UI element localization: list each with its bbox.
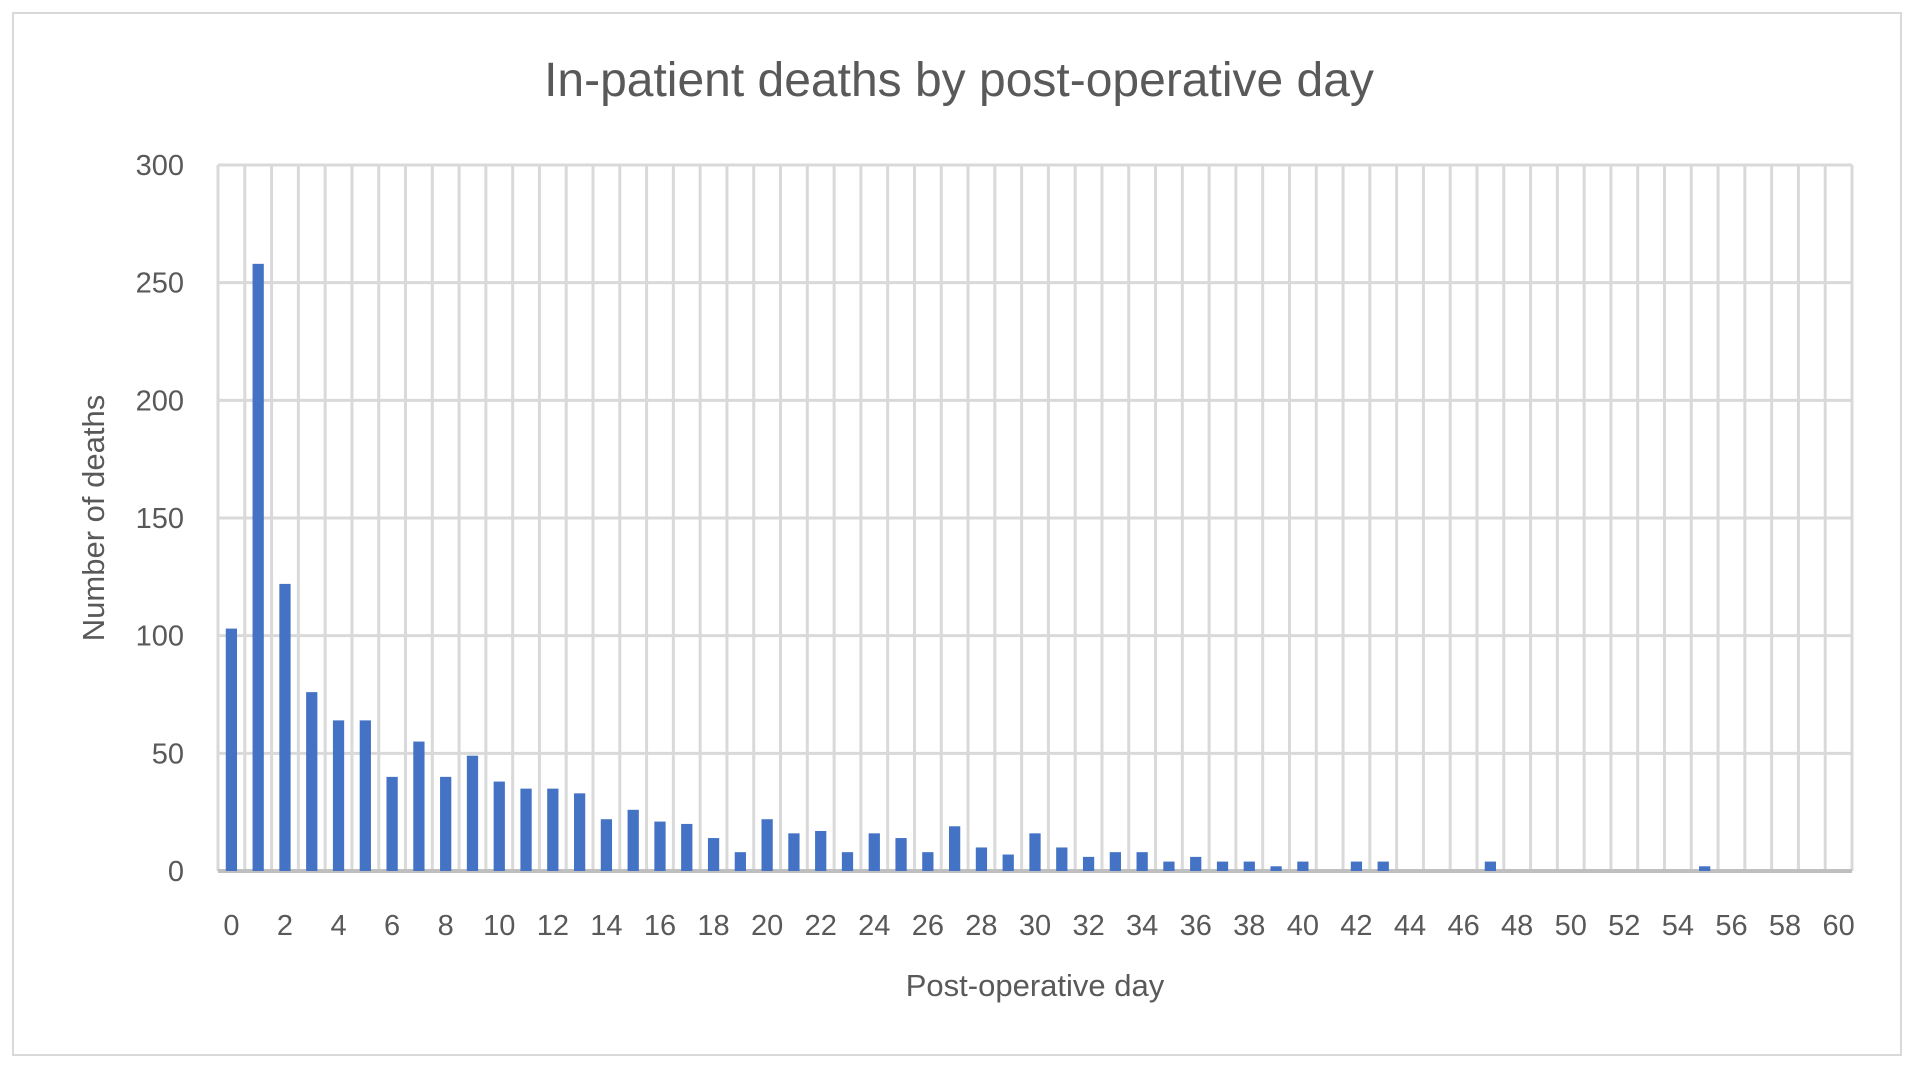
bar-day-26 (922, 852, 934, 871)
x-tick-label: 46 (1447, 910, 1479, 942)
bar-day-5 (359, 720, 371, 871)
bar-day-0 (225, 628, 238, 871)
y-tick-label: 250 (136, 268, 184, 300)
x-tick-label: 20 (751, 910, 783, 942)
y-tick-label: 50 (152, 738, 184, 770)
x-tick-label: 54 (1662, 910, 1694, 942)
x-tick-label: 60 (1822, 910, 1854, 942)
bar-day-36 (1190, 856, 1202, 871)
y-tick-label: 300 (136, 150, 184, 182)
x-tick-label: 36 (1180, 910, 1212, 942)
bar-day-14 (600, 819, 613, 871)
bar-day-32 (1082, 856, 1095, 871)
x-tick-label: 22 (805, 910, 837, 942)
bar-day-34 (1136, 852, 1148, 871)
bar-day-29 (1002, 854, 1014, 871)
x-tick-label: 44 (1394, 910, 1426, 942)
x-tick-label: 18 (697, 910, 729, 942)
bar-day-33 (1109, 852, 1121, 871)
x-tick-label: 32 (1072, 910, 1104, 942)
bar-day-25 (895, 838, 907, 871)
bar-day-11 (520, 788, 532, 871)
x-tick-label: 24 (858, 910, 890, 942)
bar-day-27 (949, 826, 961, 871)
bar-day-35 (1163, 861, 1175, 871)
gridlines (216, 163, 1854, 873)
y-axis-ticks: 0 50 100 150 200 250 300 (136, 150, 184, 888)
bar-day-39 (1270, 866, 1282, 871)
bar-day-9 (466, 755, 479, 871)
bar-day-37 (1216, 861, 1229, 871)
x-tick-label: 48 (1501, 910, 1533, 942)
x-tick-label: 12 (537, 910, 569, 942)
x-tick-label: 42 (1340, 910, 1372, 942)
bar-day-4 (332, 720, 345, 871)
x-tick-label: 58 (1769, 910, 1801, 942)
y-tick-label: 0 (168, 856, 184, 888)
y-tick-label: 100 (136, 621, 184, 653)
bar-day-22 (815, 830, 827, 871)
x-axis-label: Post-operative day (906, 968, 1165, 1003)
x-tick-label: 50 (1555, 910, 1587, 942)
bar-day-7 (413, 741, 425, 871)
x-tick-label: 34 (1126, 910, 1158, 942)
bars (225, 263, 1711, 872)
bar-day-2 (279, 583, 291, 871)
x-tick-label: 14 (590, 910, 622, 942)
bar-day-16 (654, 821, 666, 871)
x-tick-label: 0 (223, 910, 239, 942)
bar-day-8 (440, 776, 452, 871)
y-tick-label: 200 (136, 385, 184, 417)
bar-day-10 (493, 781, 505, 871)
bar-day-55 (1699, 866, 1711, 871)
x-tick-label: 6 (384, 910, 400, 942)
x-tick-label: 10 (483, 910, 515, 942)
x-tick-label: 40 (1287, 910, 1319, 942)
bar-day-42 (1350, 861, 1363, 871)
x-tick-label: 16 (644, 910, 676, 942)
bar-day-47 (1484, 861, 1497, 871)
bar-day-6 (386, 776, 398, 871)
x-axis-ticks: 0 2 4 6 8 10 12 14 16 18 20 22 24 26 28 30 32 34 36 38 40 42 4… (223, 910, 1854, 942)
x-tick-label: 4 (330, 910, 346, 942)
bar-day-17 (681, 823, 693, 871)
bar-day-12 (547, 788, 559, 871)
x-tick-label: 52 (1608, 910, 1640, 942)
bar-day-18 (707, 838, 720, 871)
bar-day-15 (627, 809, 639, 871)
bar-day-43 (1377, 861, 1389, 871)
bar-day-30 (1029, 833, 1041, 871)
x-tick-label: 38 (1233, 910, 1265, 942)
bar-day-31 (1056, 847, 1068, 871)
x-tick-label: 28 (965, 910, 997, 942)
y-tick-label: 150 (136, 503, 184, 535)
bar-day-1 (252, 263, 264, 872)
bar-day-23 (841, 852, 854, 871)
x-tick-label: 8 (438, 910, 454, 942)
x-tick-label: 26 (912, 910, 944, 942)
bar-day-20 (761, 819, 773, 871)
bar-day-13 (573, 793, 586, 871)
bar-day-38 (1243, 861, 1255, 871)
bar-day-40 (1297, 861, 1309, 871)
bar-day-24 (868, 833, 880, 871)
bar-day-28 (975, 847, 988, 871)
chart-frame (12, 12, 1902, 1056)
bar-day-3 (306, 692, 318, 871)
y-axis-label: Number of deaths (76, 395, 111, 641)
x-tick-label: 30 (1019, 910, 1051, 942)
bar-day-19 (734, 852, 746, 871)
bar-day-21 (788, 833, 800, 871)
x-tick-label: 56 (1715, 910, 1747, 942)
chart-title: In-patient deaths by post-operative day (544, 54, 1374, 107)
x-tick-label: 2 (277, 910, 293, 942)
